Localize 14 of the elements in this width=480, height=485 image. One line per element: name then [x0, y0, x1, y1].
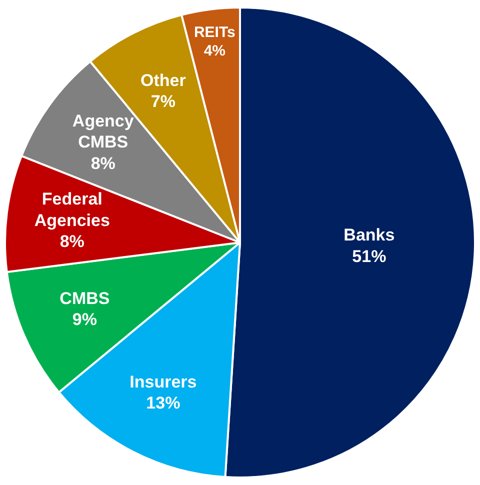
slice-label: Insurers — [130, 372, 197, 392]
slice-label: CMBS — [60, 288, 110, 308]
slice-label: Agency CMBS — [72, 111, 134, 152]
slice-label: REITs — [194, 24, 236, 41]
data-label: 4% — [204, 42, 226, 60]
data-label: 8% — [90, 154, 116, 173]
slice-label: Other — [140, 70, 186, 90]
data-label: 7% — [150, 92, 176, 112]
data-label: 13% — [146, 394, 180, 413]
slice-label: Federal Agencies — [34, 190, 110, 230]
slice-label: Banks — [344, 226, 395, 245]
data-label: 51% — [352, 246, 386, 266]
data-label: 9% — [72, 310, 98, 330]
data-label: 8% — [60, 232, 84, 252]
